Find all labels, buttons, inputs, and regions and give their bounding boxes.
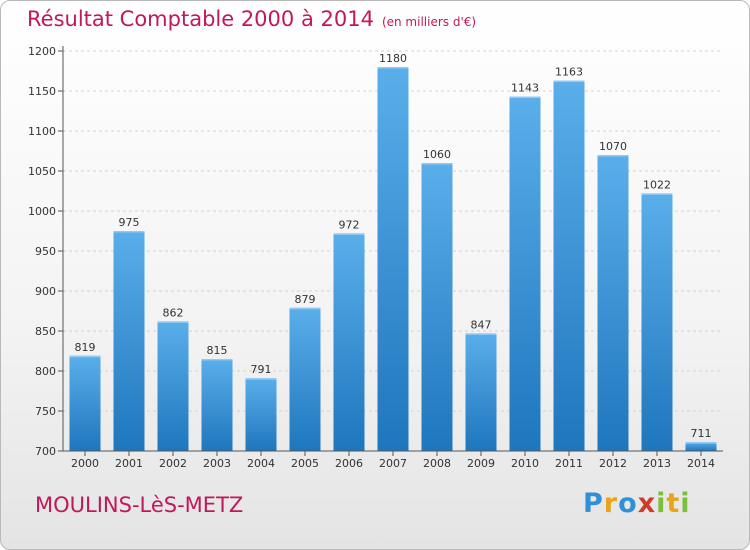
bar-highlight (597, 155, 629, 157)
bar-highlight (641, 193, 673, 195)
logo-letter: o (618, 488, 638, 519)
y-tick-label: 850 (35, 325, 56, 338)
logo-letter: t (666, 488, 681, 519)
bar-highlight (421, 163, 453, 165)
x-tick-label: 2004 (247, 457, 275, 470)
bar (553, 80, 585, 451)
x-tick-label: 2006 (335, 457, 363, 470)
bar-highlight (69, 355, 101, 358)
bar-highlight (201, 359, 233, 361)
x-tick-label: 2012 (599, 457, 627, 470)
bar (421, 163, 453, 451)
chart-title-text: Résultat Comptable 2000 à 2014 (27, 7, 374, 31)
data-label: 847 (471, 318, 492, 331)
data-label: 975 (119, 216, 140, 229)
logo-letter: r (603, 488, 619, 519)
data-label: 1022 (643, 178, 671, 191)
data-label: 972 (339, 218, 360, 231)
bar-highlight (509, 96, 541, 99)
bar (201, 359, 233, 451)
bar (113, 231, 145, 451)
bar (597, 155, 629, 451)
x-tick-label: 2003 (203, 457, 231, 470)
city-name: MOULINS-LèS-METZ (35, 493, 244, 517)
data-label: 862 (163, 306, 184, 319)
bar (157, 321, 189, 451)
y-tick-label: 1100 (28, 125, 56, 138)
y-tick-label: 950 (35, 245, 56, 258)
data-label: 1163 (555, 66, 583, 79)
x-tick-label: 2014 (687, 457, 715, 470)
data-label: 819 (75, 341, 96, 354)
y-tick-label: 1150 (28, 85, 56, 98)
logo-letter: P (583, 488, 604, 519)
bar (509, 96, 541, 451)
bar-highlight (465, 333, 497, 335)
axes (58, 46, 723, 456)
x-tick-label: 2009 (467, 457, 495, 470)
bar-highlight (377, 67, 409, 69)
y-tick-label: 750 (35, 405, 56, 418)
data-label: 815 (207, 344, 228, 357)
chart-title: Résultat Comptable 2000 à 2014 (en millie… (27, 7, 476, 31)
chart-subtitle: (en milliers d'€) (381, 15, 477, 29)
data-label: 711 (691, 427, 712, 440)
bar (685, 442, 717, 451)
data-label: 1070 (599, 140, 627, 153)
y-tick-label: 900 (35, 285, 56, 298)
x-tick-label: 2008 (423, 457, 451, 470)
x-tick-label: 2010 (511, 457, 539, 470)
data-label: 1180 (379, 52, 407, 65)
proxiti-logo: Proxiti (583, 488, 691, 519)
bars (69, 67, 717, 451)
bar (69, 355, 101, 451)
bar-highlight (157, 321, 189, 323)
bar (377, 67, 409, 451)
data-label: 1143 (511, 82, 539, 95)
bar (245, 378, 277, 451)
x-tick-label: 2005 (291, 457, 319, 470)
data-label: 1060 (423, 148, 451, 161)
y-tick-label: 800 (35, 365, 56, 378)
bar-highlight (113, 231, 145, 233)
y-tick-label: 1050 (28, 165, 56, 178)
bar-highlight (289, 307, 321, 310)
x-tick-label: 2007 (379, 457, 407, 470)
bar-highlight (685, 442, 717, 444)
bar (289, 307, 321, 451)
labels: 700 750 800 850 900 950 1000 1050 1100 1150 1200 81… (28, 45, 715, 470)
data-label: 791 (251, 363, 272, 376)
logo-letter: i (680, 488, 691, 519)
y-tick-label: 1000 (28, 205, 56, 218)
x-tick-label: 2001 (115, 457, 143, 470)
bar-highlight (333, 233, 365, 235)
x-tick-label: 2002 (159, 457, 187, 470)
logo-letter: i (656, 488, 667, 519)
y-tick-label: 1200 (28, 45, 56, 58)
bar-highlight (553, 80, 585, 83)
x-tick-label: 2013 (643, 457, 671, 470)
data-label: 879 (295, 293, 316, 306)
bar (465, 333, 497, 451)
x-tick-label: 2000 (71, 457, 99, 470)
bar-highlight (245, 378, 277, 380)
bar (641, 193, 673, 451)
logo-letter: x (637, 488, 657, 519)
y-tick-label: 700 (35, 445, 56, 458)
x-tick-label: 2011 (555, 457, 583, 470)
bar (333, 233, 365, 451)
